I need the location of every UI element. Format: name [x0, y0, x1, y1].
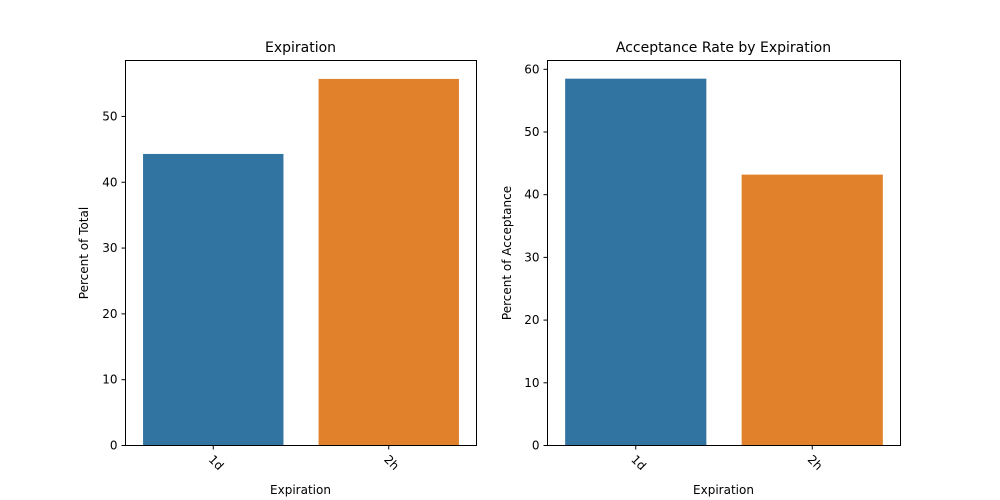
bar-1d	[565, 78, 707, 446]
y-tick-label: 0	[110, 439, 118, 453]
x-axis-label: Expiration	[693, 483, 754, 497]
x-axis-label: Expiration	[270, 483, 331, 497]
y-axis-label: Percent of Acceptance	[500, 186, 514, 320]
chart-expiration: Expiration 0 10 20 30 40 50 1d 2h Expiration P…	[77, 40, 477, 497]
chart-acceptance-rate: Acceptance Rate by Expiration 0 10 20 30 40 5…	[500, 40, 901, 497]
chart-title: Expiration	[265, 40, 336, 56]
x-axis-ticks: 1d 2h	[628, 445, 826, 473]
y-tick-label: 50	[524, 125, 539, 139]
y-tick-label: 10	[102, 373, 117, 387]
y-tick-label: 10	[524, 376, 539, 390]
y-tick-label: 50	[102, 109, 117, 123]
y-tick-label: 30	[524, 250, 539, 264]
y-tick-label: 30	[102, 241, 117, 255]
y-axis-label: Percent of Total	[77, 207, 91, 299]
x-tick-label: 1d	[206, 452, 227, 473]
chart-title: Acceptance Rate by Expiration	[616, 40, 831, 56]
y-axis-ticks: 0 10 20 30 40 50	[102, 109, 126, 453]
x-tick-label: 1d	[628, 452, 649, 473]
y-axis-ticks: 0 10 20 30 40 50 60	[524, 62, 548, 453]
bar-2h	[741, 174, 883, 446]
y-tick-label: 0	[532, 439, 540, 453]
y-tick-label: 40	[524, 188, 539, 202]
y-tick-label: 20	[524, 313, 539, 327]
y-tick-label: 20	[102, 307, 117, 321]
y-tick-label: 60	[524, 62, 539, 76]
bars-group	[143, 78, 459, 446]
x-tick-label: 2h	[805, 452, 826, 473]
x-tick-label: 2h	[381, 452, 402, 473]
plot-frame	[125, 60, 477, 446]
plot-frame	[547, 60, 901, 446]
bars-group	[565, 78, 883, 446]
bar-1d	[143, 153, 284, 446]
y-tick-label: 40	[102, 175, 117, 189]
x-axis-ticks: 1d 2h	[206, 445, 402, 473]
bar-2h	[318, 78, 459, 446]
